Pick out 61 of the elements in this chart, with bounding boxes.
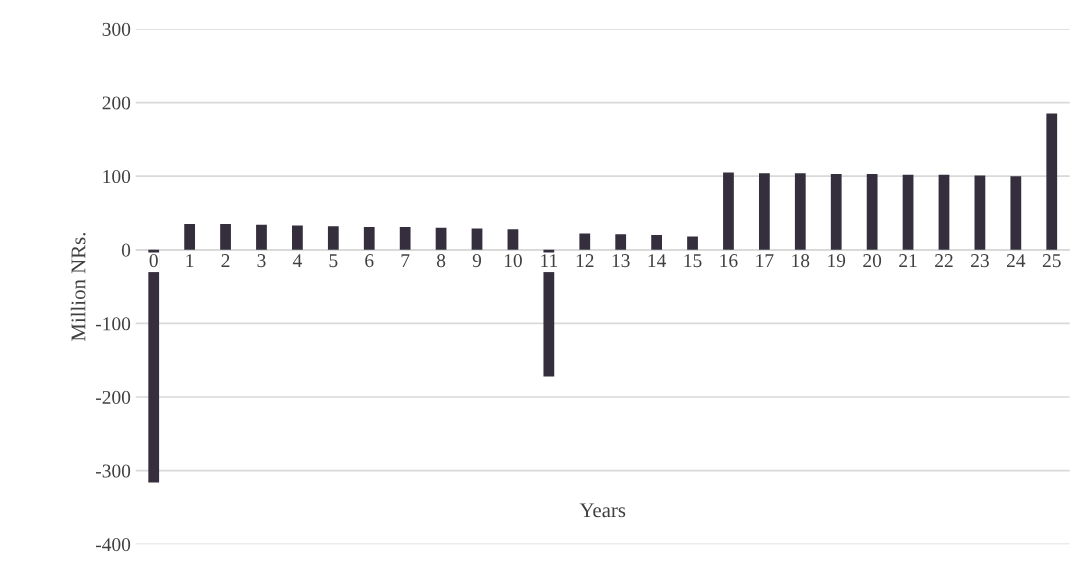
bar: [363, 226, 375, 250]
bar: [687, 236, 698, 250]
bar: [1046, 113, 1058, 250]
x-tick-label: 18: [792, 254, 810, 268]
bar: [974, 175, 986, 250]
y-tick-label: -300: [95, 464, 131, 478]
y-tick-label: 0: [121, 243, 131, 257]
y-tick-label: 200: [102, 96, 131, 110]
x-tick-label: 3: [257, 254, 266, 268]
y-tick-label: -100: [95, 317, 131, 331]
x-tick-label: 14: [648, 254, 667, 267]
y-tick-label: -400: [95, 538, 131, 552]
x-tick-label: 24: [1006, 254, 1026, 267]
x-tick-label: 2: [221, 254, 230, 267]
bar: [794, 173, 806, 250]
bar: [256, 224, 267, 250]
x-tick-label: 1: [186, 254, 194, 267]
x-tick-label: 25: [1042, 254, 1061, 268]
x-tick-label: 23: [971, 254, 989, 268]
x-tick-label: 6: [365, 254, 374, 268]
x-axis-title: Years: [579, 503, 626, 518]
x-tick-label: 0: [149, 254, 158, 268]
bar: [507, 229, 519, 250]
y-axis-title: Million NRs.: [70, 232, 86, 341]
bar: [184, 224, 196, 250]
bar: [471, 228, 483, 250]
bar: [615, 234, 627, 250]
bar: [579, 233, 591, 250]
x-tick-label: 5: [329, 254, 338, 268]
bar: [327, 226, 339, 250]
bar: [435, 227, 447, 250]
bar: [902, 174, 914, 250]
y-tick-label: -200: [95, 390, 131, 404]
x-tick-label: 22: [935, 254, 953, 267]
x-tick-label: 13: [612, 254, 630, 268]
bar: [399, 226, 411, 250]
x-tick-label: 8: [436, 254, 446, 268]
bar: [220, 224, 231, 250]
x-tick-label: 15: [684, 254, 702, 268]
bar: [651, 235, 662, 250]
x-tick-label: 10: [504, 254, 522, 268]
x-tick-label: 20: [863, 254, 882, 268]
x-tick-label: 4: [292, 254, 302, 267]
x-tick-label: 12: [576, 254, 594, 267]
x-tick-label: 16: [720, 254, 738, 268]
bar: [148, 249, 160, 483]
y-tick-label: 300: [102, 22, 131, 36]
bar: [866, 173, 878, 250]
x-tick-label: 21: [899, 254, 917, 267]
y-tick-label: 100: [103, 170, 131, 184]
x-tick-label: 7: [401, 254, 410, 267]
bar: [830, 173, 842, 250]
bar: [938, 174, 950, 250]
bar: [723, 172, 734, 250]
x-tick-label: 17: [756, 254, 774, 267]
x-tick-label: 9: [472, 254, 482, 268]
x-tick-label: 19: [828, 254, 846, 268]
x-tick-label: 11: [541, 254, 558, 267]
bar: [1010, 176, 1022, 250]
bar: [758, 173, 770, 250]
bar: [292, 225, 303, 250]
